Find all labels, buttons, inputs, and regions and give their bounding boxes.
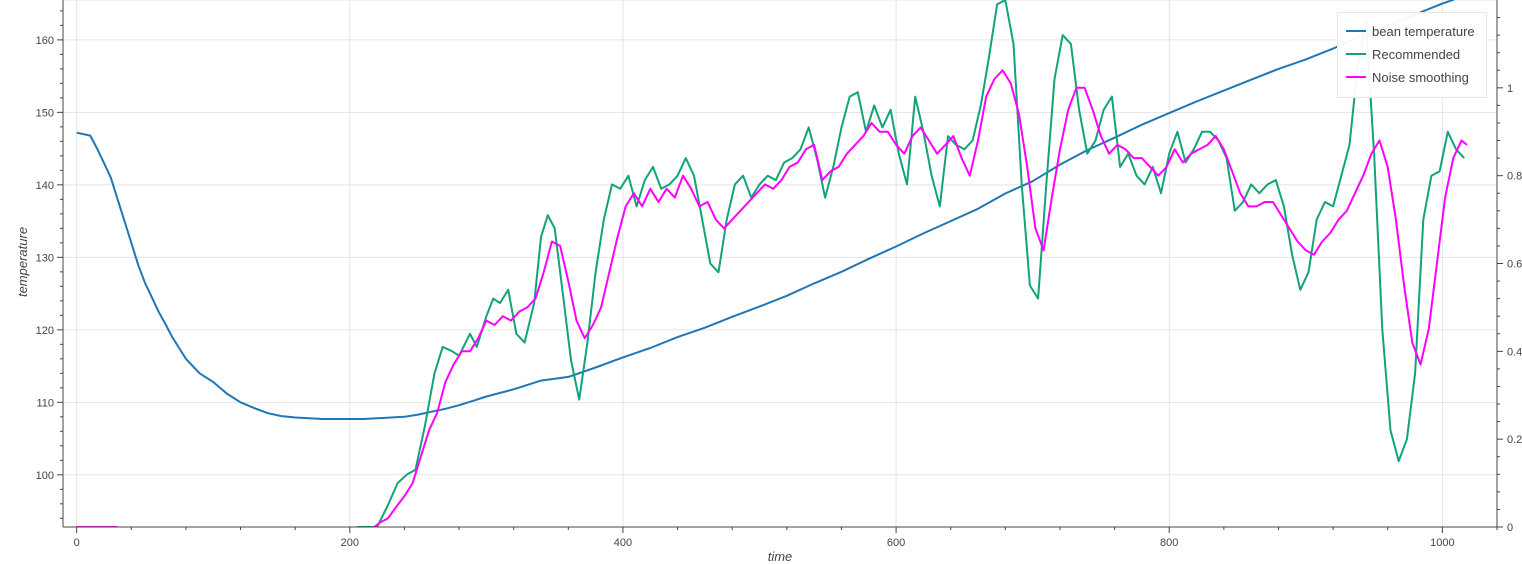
y2-tick-label: 0.2 bbox=[1507, 434, 1522, 446]
legend-swatch bbox=[1346, 53, 1366, 55]
y2-tick-label: 0 bbox=[1507, 522, 1513, 534]
legend-item-recommended[interactable]: Recommended bbox=[1346, 44, 1460, 64]
y2-tick-label: 0.8 bbox=[1507, 171, 1522, 183]
legend-label: Recommended bbox=[1372, 46, 1461, 62]
bean-temperature-line bbox=[76, 0, 1456, 420]
y-tick-label: 120 bbox=[36, 325, 54, 337]
legend-label: Noise smoothing bbox=[1372, 69, 1469, 85]
y-tick-label: 160 bbox=[36, 35, 54, 47]
recommended-line bbox=[356, 0, 1465, 527]
y-tick-label: 140 bbox=[36, 180, 54, 192]
series-layer bbox=[76, 0, 1468, 527]
x-tick-label: 800 bbox=[1160, 537, 1178, 549]
legend-swatch bbox=[1346, 76, 1366, 78]
y-tick-label: 110 bbox=[36, 397, 54, 409]
x-tick-label: 600 bbox=[887, 537, 905, 549]
y2-tick-label: 1 bbox=[1507, 83, 1513, 95]
x-tick-label: 1000 bbox=[1430, 537, 1454, 549]
x-axis-title: time bbox=[768, 549, 793, 564]
y-tick-label: 150 bbox=[36, 107, 54, 119]
x-tick-label: 400 bbox=[614, 537, 632, 549]
legend-item-bean-temperature[interactable]: bean temperature bbox=[1346, 21, 1475, 41]
legend: bean temperature Recommended Noise smoot… bbox=[1337, 12, 1487, 98]
plot-area-border bbox=[62, 0, 1498, 528]
y-tick-label: 130 bbox=[36, 252, 54, 264]
grid-lines bbox=[63, 0, 1497, 527]
legend-item-noise-smoothing[interactable]: Noise smoothing bbox=[1346, 67, 1469, 87]
noise-smoothing-line bbox=[373, 69, 1468, 527]
legend-swatch bbox=[1346, 30, 1366, 32]
axes: 0 200 400 600 800 1000 100 110 120 130 140 150 160 0 0… bbox=[36, 0, 1522, 549]
y-tick-label: 100 bbox=[36, 470, 54, 482]
y2-tick-label: 0.4 bbox=[1507, 346, 1522, 358]
x-tick-label: 0 bbox=[74, 537, 80, 549]
y2-tick-label: 0.6 bbox=[1507, 259, 1522, 271]
legend-label: bean temperature bbox=[1372, 23, 1475, 39]
y-axis-title: temperature bbox=[15, 227, 30, 297]
x-tick-label: 200 bbox=[341, 537, 359, 549]
